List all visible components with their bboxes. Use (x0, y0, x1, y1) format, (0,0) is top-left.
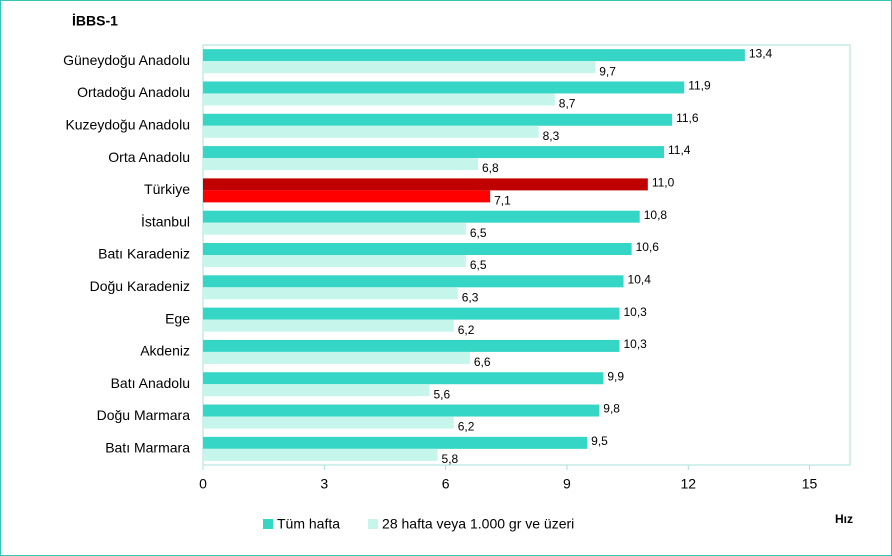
bar (203, 61, 596, 74)
value-label: 13,4 (749, 46, 773, 60)
bar (203, 448, 438, 461)
value-label: 5,8 (442, 452, 459, 466)
value-label: 8,7 (559, 97, 576, 111)
value-label: 10,3 (624, 337, 648, 351)
value-label: 10,4 (628, 272, 652, 286)
x-tick-label: 3 (320, 476, 328, 492)
y-tick-label: Kuzeydoğu Anadolu (65, 116, 190, 132)
bar (203, 255, 466, 267)
value-label: 11,4 (668, 143, 691, 157)
bar (203, 436, 588, 449)
value-label: 6,2 (458, 323, 475, 337)
bar (203, 49, 745, 62)
value-label: 6,8 (482, 161, 499, 175)
bar (203, 93, 555, 106)
x-tick-label: 12 (680, 476, 696, 492)
bar (203, 275, 624, 288)
legend-label: Tüm hafta (277, 516, 340, 532)
y-tick-label: Doğu Marmara (97, 407, 191, 423)
bar (203, 178, 648, 191)
legend-swatch (263, 519, 273, 529)
value-label: 9,8 (603, 402, 620, 416)
value-label: 11,9 (688, 79, 711, 93)
legend-label: 28 hafta veya 1.000 gr ve üzeri (382, 516, 574, 532)
bar (203, 287, 458, 300)
y-tick-label: Orta Anadolu (108, 149, 190, 165)
bar (203, 404, 600, 417)
bar (203, 351, 470, 364)
value-label: 6,2 (458, 420, 475, 434)
value-label: 7,1 (494, 194, 511, 208)
bar (203, 339, 620, 352)
value-label: 10,8 (644, 208, 668, 222)
value-label: 6,5 (470, 258, 487, 272)
y-tick-label: Türkiye (144, 181, 190, 197)
value-label: 11,6 (676, 111, 699, 125)
value-label: 11,0 (652, 176, 675, 190)
y-tick-label: Batı Karadeniz (98, 246, 190, 262)
bar (203, 307, 620, 320)
chart-title: İBBS-1 (72, 13, 118, 29)
bar (203, 222, 466, 235)
y-tick-label: Güneydoğu Anadolu (63, 52, 190, 68)
value-label: 10,3 (624, 305, 648, 319)
x-axis-label: Hız (835, 512, 853, 526)
y-tick-label: Ortadoğu Anadolu (77, 84, 190, 100)
y-tick-label: Batı Marmara (105, 440, 190, 456)
value-label: 9,9 (607, 369, 624, 383)
bar (203, 243, 632, 255)
legend-swatch (368, 519, 379, 529)
x-tick-label: 9 (563, 476, 571, 492)
value-label: 10,6 (636, 240, 660, 254)
bar (203, 210, 640, 223)
bar (203, 372, 604, 385)
value-label: 8,3 (543, 129, 560, 143)
x-tick-label: 0 (199, 476, 207, 492)
bar (203, 81, 685, 94)
bar (203, 416, 454, 429)
y-tick-label: Ege (165, 310, 190, 326)
x-tick-label: 15 (802, 476, 818, 492)
value-label: 6,3 (462, 290, 479, 304)
bar (203, 384, 430, 397)
bar (203, 158, 478, 171)
value-label: 5,6 (433, 387, 450, 401)
bar (203, 146, 664, 159)
y-tick-label: Batı Anadolu (111, 375, 190, 391)
bar (203, 190, 491, 203)
value-label: 9,7 (599, 64, 616, 78)
bar (203, 319, 454, 332)
bar (203, 113, 673, 126)
x-tick-label: 6 (442, 476, 450, 492)
value-label: 9,5 (591, 434, 608, 448)
bar (203, 125, 539, 138)
value-label: 6,6 (474, 355, 491, 369)
y-tick-label: Akdeniz (140, 343, 190, 359)
y-tick-label: İstanbul (141, 212, 190, 229)
y-tick-label: Doğu Karadeniz (90, 278, 190, 294)
value-label: 6,5 (470, 226, 487, 240)
